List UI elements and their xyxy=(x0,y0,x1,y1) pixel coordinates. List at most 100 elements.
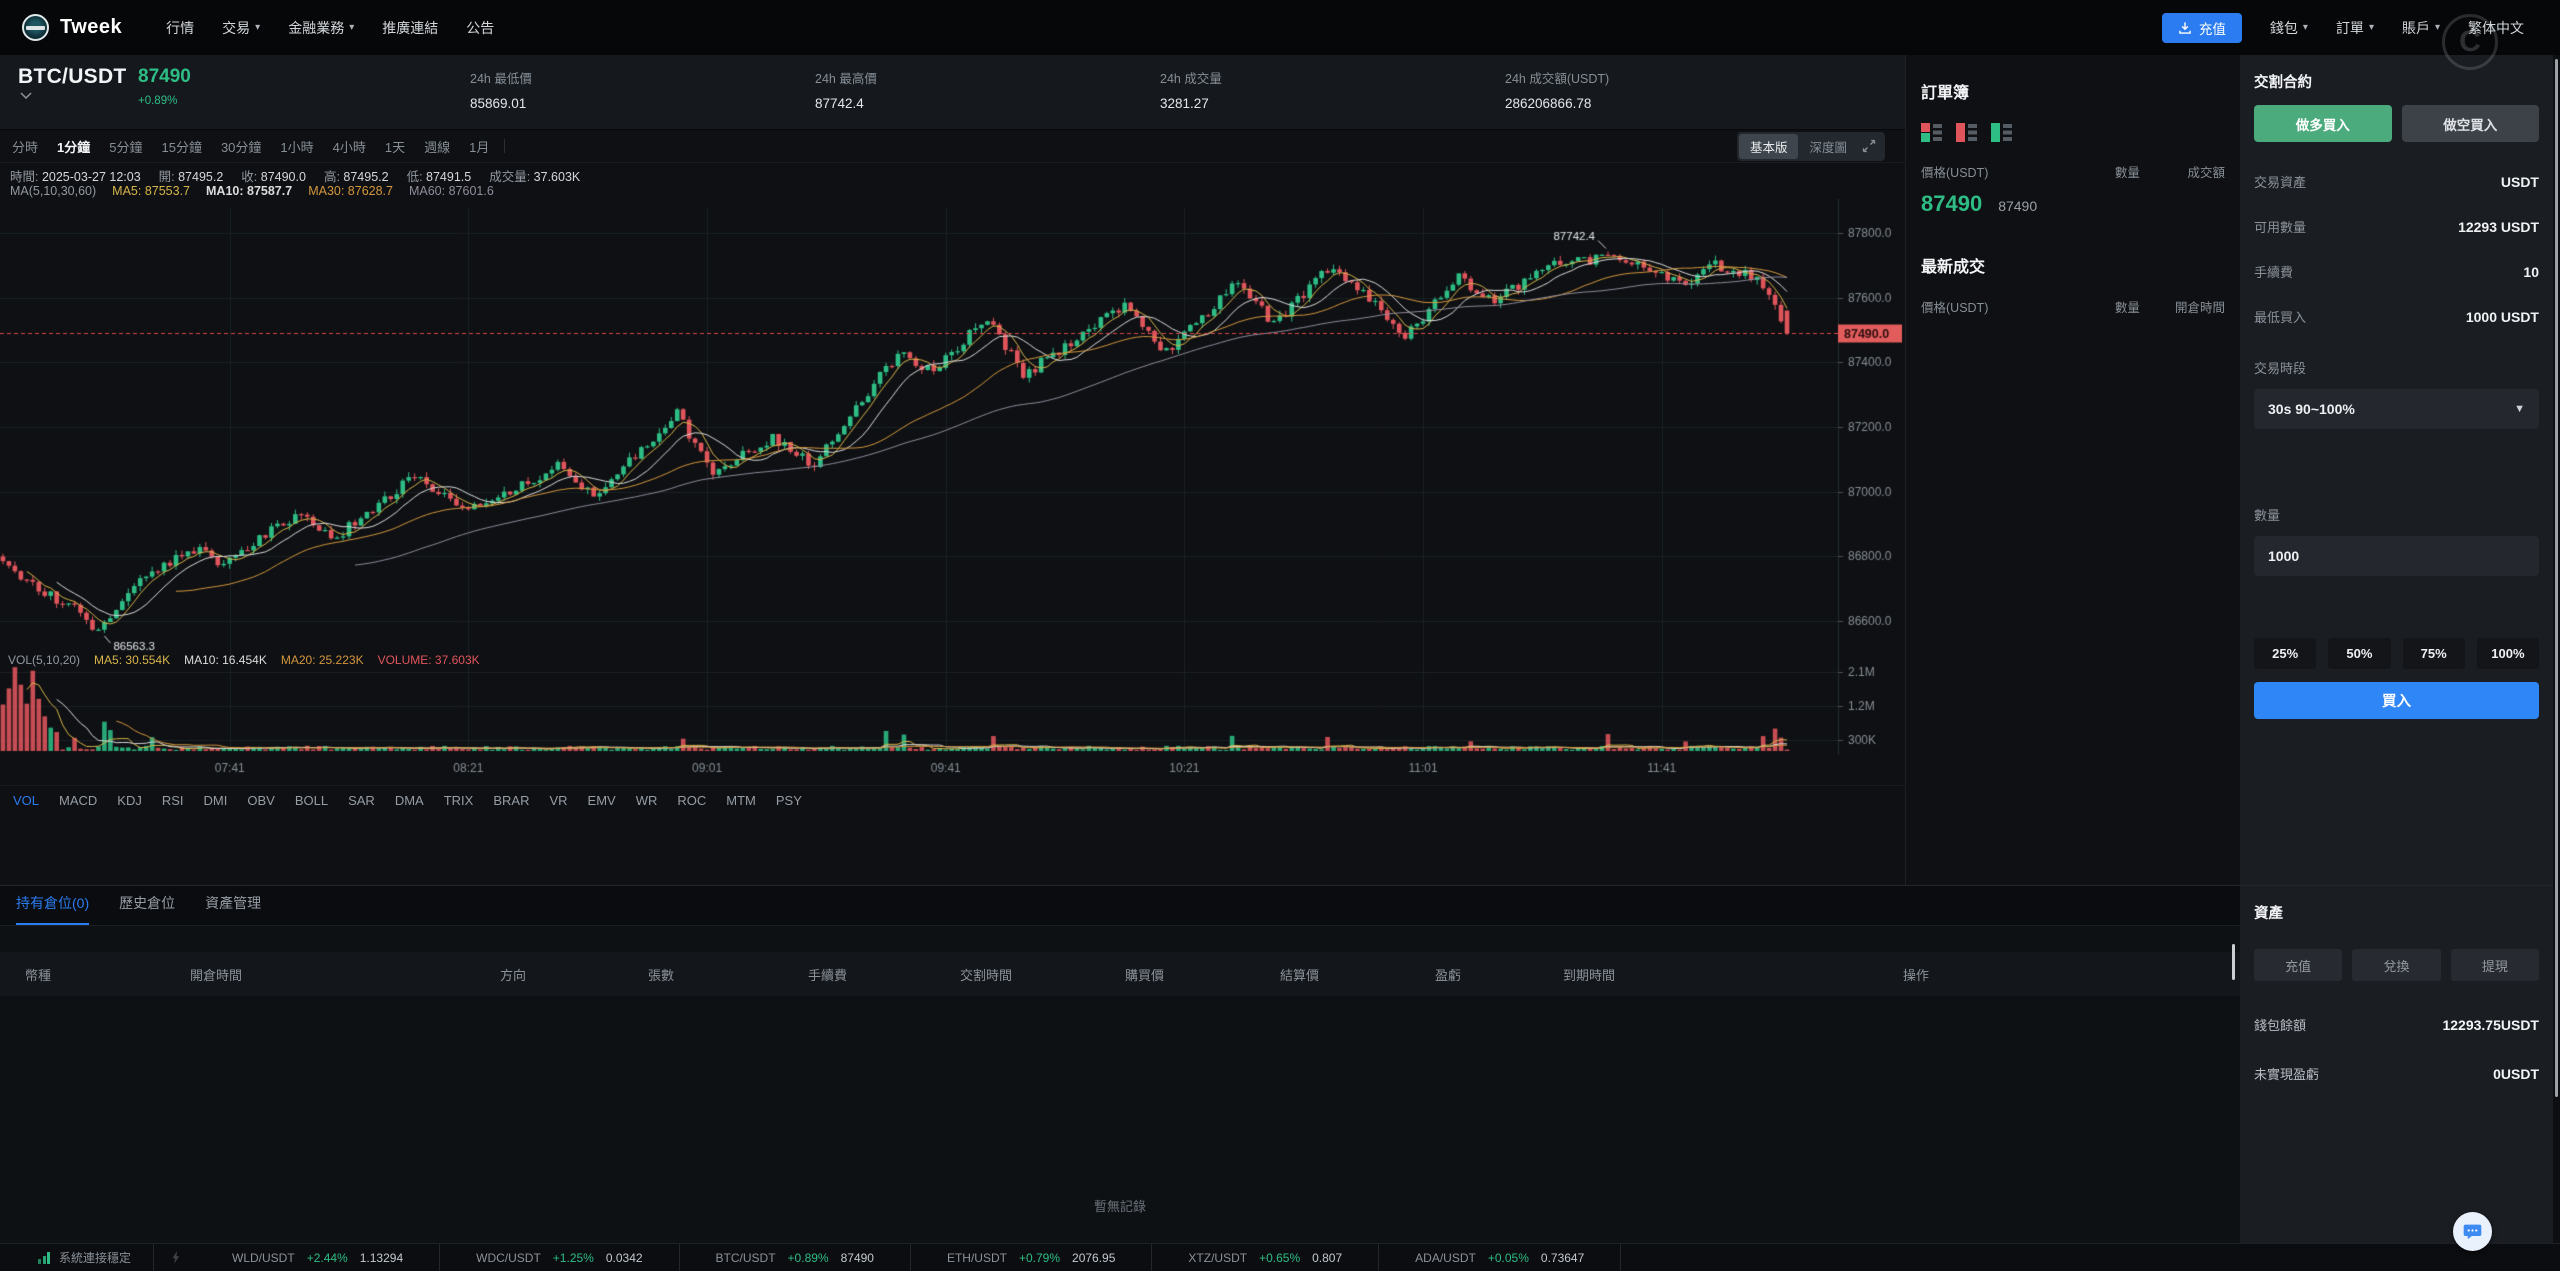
page-scrollbar[interactable] xyxy=(2553,55,2560,1243)
buy-short-button[interactable]: 做空買入 xyxy=(2401,105,2539,142)
asset-action-button[interactable]: 充值 xyxy=(2254,949,2343,981)
statusbar-tickers: WLD/USDT +2.44% 1.13294 WDC/USDT +1.25% 0.034… xyxy=(196,1244,1622,1271)
status-bar: 系統連接穩定 WLD/USDT +2.44% 1.13294 WDC/USDT +1.2… xyxy=(0,1243,2560,1271)
pair-stat: 24h 最高價 87742.4 xyxy=(815,68,1160,111)
nav-right-item[interactable]: 賬戶 ▾ xyxy=(2388,18,2454,38)
percent-button[interactable]: 100% xyxy=(2476,638,2539,669)
mini-ticker[interactable]: XTZ/USDT +0.65% 0.807 xyxy=(1152,1244,1380,1271)
timeframe-tab[interactable]: 15分鐘 xyxy=(161,139,202,155)
percent-button[interactable]: 50% xyxy=(2328,638,2391,669)
pair-stat: 24h 成交量 3281.27 xyxy=(1160,68,1505,111)
timeframe-tab[interactable]: 1天 xyxy=(384,139,406,155)
indicator-tab[interactable]: VOL xyxy=(13,793,40,808)
pair-stat: 24h 成交額(USDT) 286206866.78 xyxy=(1505,68,1850,111)
nav-item[interactable]: 行情 xyxy=(152,18,208,38)
indicator-tab[interactable]: BRAR xyxy=(493,793,530,808)
positions-tab[interactable]: 資產管理 xyxy=(205,895,262,911)
trades-headers: 價格(USDT) 數量 開倉時間 xyxy=(1921,297,2225,316)
indicator-tab[interactable]: MACD xyxy=(59,793,98,808)
ohlc-item: 低: 87491.5 xyxy=(407,166,472,185)
period-select[interactable]: 30s 90~100% ▼ xyxy=(2254,389,2539,429)
buy-button[interactable]: 買入 xyxy=(2254,682,2539,719)
orderbook-view-asks-icon[interactable] xyxy=(1956,123,1977,142)
nav-item[interactable]: 推廣連結 xyxy=(368,18,452,38)
timeframe-tab[interactable]: 分時 xyxy=(12,139,39,155)
nav-item[interactable]: 交易 ▾ xyxy=(208,18,274,38)
orderbook-col-header: 價格(USDT) xyxy=(1921,166,1989,180)
nav-item-label: 訂單 xyxy=(2335,19,2364,36)
page-scrollbar-thumb[interactable] xyxy=(2555,59,2558,1097)
timeframe-tab[interactable]: 5分鐘 xyxy=(109,139,143,155)
chat-icon xyxy=(2463,1224,2482,1240)
positions-tab[interactable]: 持有倉位(0) xyxy=(16,893,90,925)
ohlc-item: 開: 87495.2 xyxy=(159,166,224,185)
nav-item[interactable]: 公告 xyxy=(452,18,508,38)
orderbook-panel: 訂單簿 價格(USDT) 數量 成交額 87490 87490 最新成交 價格(US… xyxy=(1905,55,2240,885)
price-change: +0.89% xyxy=(138,95,178,107)
chevron-down-icon[interactable] xyxy=(20,92,32,99)
indicator-tab[interactable]: OBV xyxy=(247,793,275,808)
mini-ticker[interactable]: WLD/USDT +2.44% 1.13294 xyxy=(196,1244,441,1271)
percent-button[interactable]: 25% xyxy=(2254,638,2317,669)
indicator-tab[interactable]: VR xyxy=(549,793,568,808)
deposit-button[interactable]: 充值 xyxy=(2161,12,2242,43)
timeframe-tab[interactable]: 30分鐘 xyxy=(220,139,262,155)
positions-tab[interactable]: 歷史倉位 xyxy=(119,895,176,911)
view-tab[interactable]: 深度圖 xyxy=(1809,140,1847,155)
nav-right-item[interactable]: 錢包 ▾ xyxy=(2256,18,2322,38)
mini-ticker-change: +0.79% xyxy=(1018,1250,1061,1265)
mini-ticker-pair: WLD/USDT xyxy=(232,1250,295,1265)
info-value: 10 xyxy=(2523,263,2539,280)
stat-label: 24h 成交額(USDT) xyxy=(1505,72,1610,86)
orderbook-view-both-icon[interactable] xyxy=(1921,123,1942,142)
indicator-tab[interactable]: MTM xyxy=(726,793,756,808)
indicator-tab[interactable]: KDJ xyxy=(117,793,142,808)
price-chart-canvas[interactable] xyxy=(0,199,1905,782)
table-column-header: 交割時間 xyxy=(960,967,1013,983)
timeframe-tab[interactable]: 週線 xyxy=(424,139,451,155)
timeframe-tab[interactable]: 1月 xyxy=(469,139,490,155)
indicator-tab[interactable]: BOLL xyxy=(294,793,329,808)
indicator-tab[interactable]: DMI xyxy=(203,793,228,808)
mini-ticker-pair: ETH/USDT xyxy=(946,1250,1007,1265)
timeframe-tab[interactable]: 4小時 xyxy=(332,139,366,155)
indicator-tab[interactable]: ROC xyxy=(677,793,707,808)
nav-right-item[interactable]: 訂單 ▾ xyxy=(2322,18,2388,38)
mini-ticker[interactable]: ADA/USDT +0.05% 0.73647 xyxy=(1379,1244,1622,1271)
asset-action-button[interactable]: 兌換 xyxy=(2352,949,2441,981)
view-tab[interactable]: 基本版 xyxy=(1738,133,1799,159)
mini-ticker[interactable]: BTC/USDT +0.89% 87490 xyxy=(680,1244,911,1271)
mini-ticker-pair: WDC/USDT xyxy=(476,1250,541,1265)
trade-info-row: 最低買入 1000 USDT xyxy=(2254,307,2539,326)
orderbook-mark-price: 87490 xyxy=(1998,198,2038,214)
divider xyxy=(504,139,506,153)
indicator-tab[interactable]: PSY xyxy=(775,793,802,808)
chat-support-button[interactable] xyxy=(2453,1212,2492,1251)
indicator-tab[interactable]: TRIX xyxy=(443,793,474,808)
table-column-header: 幣種 xyxy=(25,967,52,983)
indicator-tab[interactable]: SAR xyxy=(348,793,375,808)
mini-ticker[interactable]: ETH/USDT +0.79% 2076.95 xyxy=(911,1244,1153,1271)
asset-action-button[interactable]: 提現 xyxy=(2450,949,2539,981)
fullscreen-icon[interactable] xyxy=(1862,139,1876,153)
nav-item-label: 賬戶 xyxy=(2401,19,2430,36)
orderbook-view-bids-icon[interactable] xyxy=(1991,123,2012,142)
percent-button[interactable]: 75% xyxy=(2402,638,2465,669)
mini-ticker-change: +0.65% xyxy=(1259,1250,1301,1265)
tweek-logo-icon xyxy=(22,14,49,41)
indicator-tab[interactable]: DMA xyxy=(394,793,424,808)
pair-selector[interactable]: BTC/USDT xyxy=(18,65,127,99)
indicator-tab[interactable]: RSI xyxy=(161,793,184,808)
mini-ticker[interactable]: WDC/USDT +1.25% 0.0342 xyxy=(440,1244,680,1271)
timeframe-tab[interactable]: 1小時 xyxy=(280,139,314,155)
indicator-tab[interactable]: EMV xyxy=(587,793,616,808)
nav-item[interactable]: 金融業務 ▾ xyxy=(274,18,368,38)
table-column-header: 手續費 xyxy=(808,967,848,983)
positions-scrollbar-thumb[interactable] xyxy=(2232,944,2235,980)
assets-buttons: 充值 兌換 提現 xyxy=(2254,949,2539,981)
trade-panel-title: 交割合約 xyxy=(2254,75,2312,91)
indicator-tab[interactable]: WR xyxy=(635,793,658,808)
buy-long-button[interactable]: 做多買入 xyxy=(2254,105,2392,142)
amount-input[interactable] xyxy=(2254,536,2539,576)
timeframe-tab[interactable]: 1分鐘 xyxy=(57,139,91,155)
